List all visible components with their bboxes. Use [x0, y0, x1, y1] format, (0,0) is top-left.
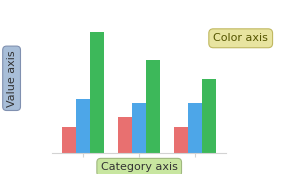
- Bar: [76, 99, 90, 153]
- Bar: [132, 103, 146, 153]
- Bar: [62, 127, 76, 153]
- Bar: [174, 127, 188, 153]
- Bar: [90, 32, 104, 153]
- Text: Value axis: Value axis: [7, 50, 17, 107]
- Bar: [146, 60, 160, 153]
- Text: Color axis: Color axis: [213, 33, 268, 43]
- Bar: [202, 79, 216, 153]
- Text: Category axis: Category axis: [101, 162, 178, 172]
- Bar: [118, 117, 132, 153]
- Bar: [188, 103, 202, 153]
